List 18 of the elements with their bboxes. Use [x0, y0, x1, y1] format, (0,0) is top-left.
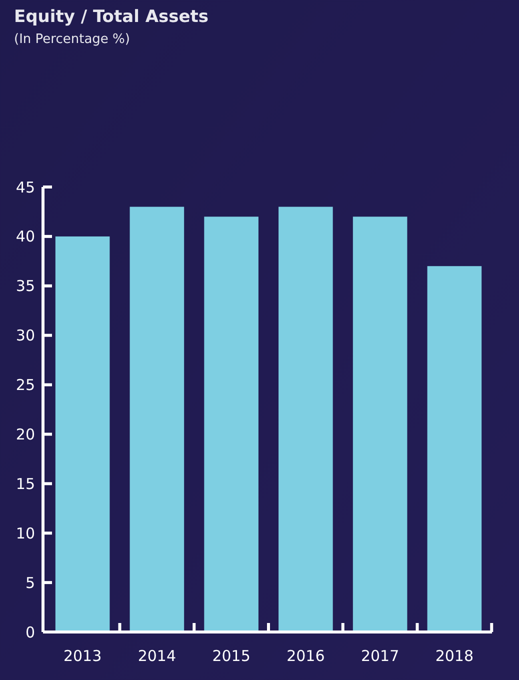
x-tick-label: 2015 [212, 647, 250, 665]
x-tick-label: 2018 [435, 647, 474, 665]
x-tick-label: 2014 [138, 647, 176, 665]
y-tick-label: 45 [16, 178, 35, 196]
y-tick-label: 35 [16, 277, 35, 296]
y-tick-label: 10 [16, 524, 35, 542]
y-tick-label: 30 [16, 326, 35, 345]
y-tick-label: 5 [25, 574, 35, 592]
y-tick-label: 40 [16, 228, 35, 246]
chart-title: Equity / Total Assets [14, 7, 208, 27]
y-tick-label: 15 [16, 474, 35, 493]
chart-subtitle: (In Percentage %) [14, 32, 130, 47]
y-tick-label: 25 [16, 376, 35, 394]
x-tick-label: 2013 [63, 647, 102, 665]
x-tick-label: 2016 [286, 647, 325, 665]
y-tick-label: 20 [16, 425, 35, 444]
y-tick-label: 0 [25, 623, 35, 642]
x-tick-label: 2017 [360, 647, 400, 665]
